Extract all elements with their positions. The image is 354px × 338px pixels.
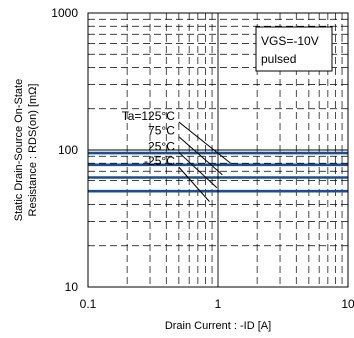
callout-slash <box>178 121 231 164</box>
series-label: 75°C <box>148 124 175 138</box>
series-label: -25°C <box>144 154 175 168</box>
y-axis-label-line-1: Static Drain-Source On-State <box>13 79 25 221</box>
conditions-box: VGS=-10V pulsed <box>255 26 333 72</box>
x-tick-labels: 0.1 1 10 <box>80 297 354 311</box>
series-label: 25°C <box>148 139 175 153</box>
y-tick-label: 1000 <box>51 6 78 20</box>
x-axis-label: Drain Current : -ID [A] <box>165 320 271 332</box>
callout-slash <box>178 166 210 202</box>
y-tick-label: 100 <box>58 143 78 157</box>
y-tick-label: 10 <box>65 280 79 294</box>
major-grid <box>88 13 348 287</box>
x-tick-label: 10 <box>341 297 354 311</box>
y-tick-labels: 10 100 1000 <box>51 6 78 294</box>
x-tick-label: 0.1 <box>80 297 97 311</box>
series-label: Ta=125°C <box>122 109 176 123</box>
y-axis-label: Static Drain-Source On-State Resistance … <box>13 79 39 221</box>
plot-frame <box>87 12 349 288</box>
condition-pulsed: pulsed <box>261 52 296 66</box>
callout-slash <box>178 136 223 176</box>
callout-slash <box>178 152 218 189</box>
condition-vgs: VGS=-10V <box>261 34 319 48</box>
y-axis-label-line-2: Resistance : RDS(on) [mΩ] <box>27 84 39 217</box>
x-tick-label: 1 <box>215 297 222 311</box>
series-labels: Ta=125°C75°C25°C-25°C <box>122 109 176 168</box>
conditions-box-frame <box>255 26 333 72</box>
callout-slashes <box>178 121 231 202</box>
